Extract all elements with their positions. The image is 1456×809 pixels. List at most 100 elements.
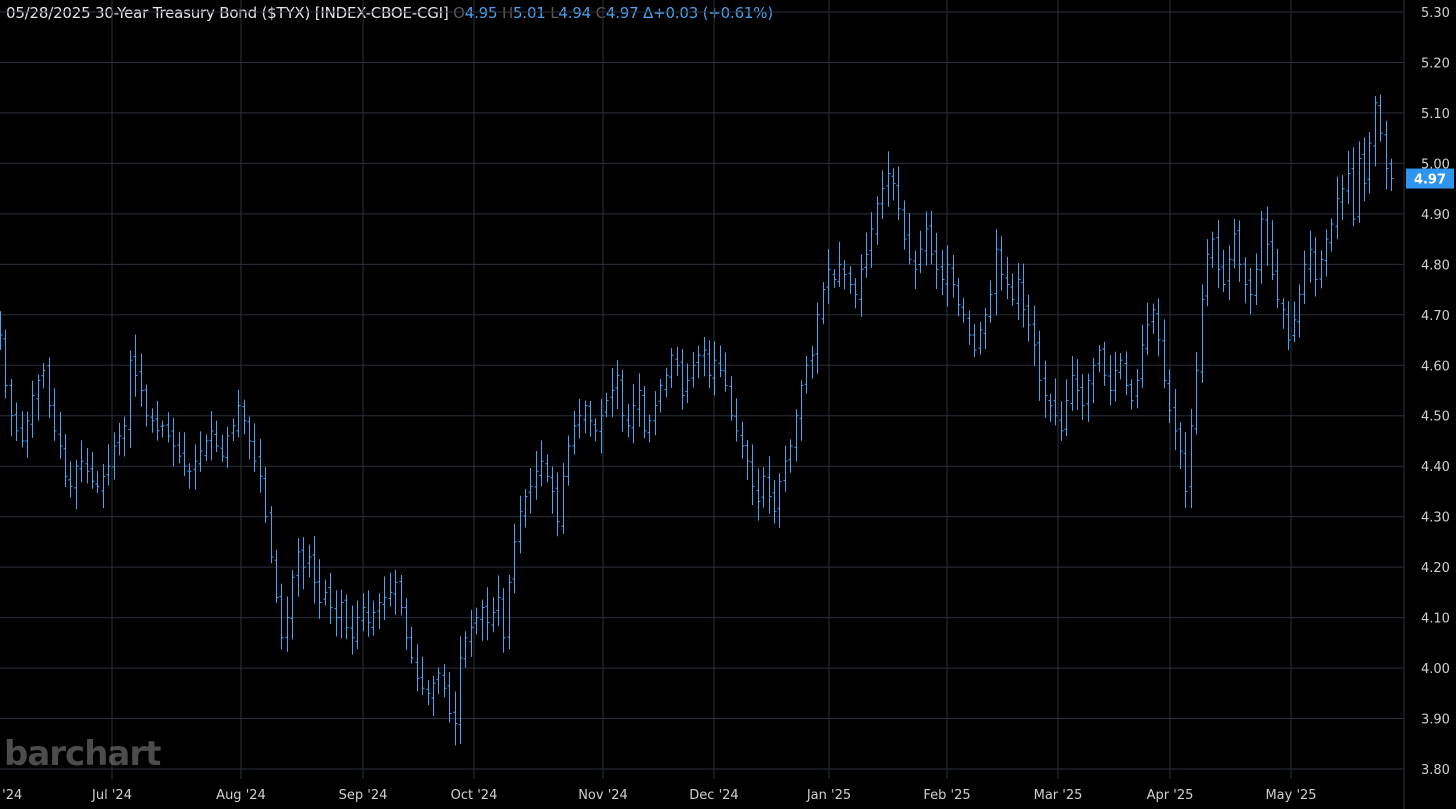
- ohlc-bar: [940, 249, 945, 296]
- ohlc-bar: [691, 352, 696, 388]
- ohlc-bar: [1064, 379, 1069, 436]
- ohlc-bar: [139, 353, 144, 407]
- ohlc-bar: [1026, 294, 1031, 342]
- ohlc-bar: [177, 431, 182, 464]
- ohlc-bar: [1151, 303, 1156, 335]
- ohlc-bar: [842, 260, 847, 290]
- ohlc-bar: [1005, 256, 1010, 299]
- ohlc-bar: [25, 411, 30, 458]
- open-label: O: [453, 4, 465, 22]
- ohlc-bar: [1243, 257, 1248, 304]
- ohlc-bar: [187, 463, 192, 489]
- ohlc-bar: [323, 579, 328, 606]
- ohlc-bar: [3, 329, 8, 399]
- ohlc-bar: [274, 549, 279, 603]
- ohlc-bar: [1178, 422, 1183, 470]
- ohlc-bar: [750, 444, 755, 505]
- barchart-watermark: barchart: [4, 734, 161, 774]
- ohlc-bar: [859, 254, 864, 317]
- ohlc-bar: [225, 426, 230, 468]
- y-tick-label: 4.60: [1421, 359, 1450, 374]
- ohlc-bar: [1221, 249, 1226, 292]
- change-value: Δ+0.03 (+0.61%): [643, 4, 773, 22]
- ohlc-bar: [929, 210, 934, 265]
- y-tick-label: 5.30: [1421, 6, 1450, 21]
- ohlc-bar: [1097, 345, 1102, 373]
- ohlc-bar: [1384, 120, 1389, 190]
- ohlc-bar: [182, 432, 187, 476]
- ohlc-bar: [160, 420, 165, 438]
- ohlc-bar: [1324, 229, 1329, 277]
- ohlc-bar: [350, 605, 355, 655]
- ohlc-bar: [317, 559, 322, 619]
- ohlc-bar: [523, 488, 528, 528]
- ohlc-bar: [1254, 253, 1259, 305]
- ohlc-bar: [496, 575, 501, 627]
- ohlc-bar: [902, 200, 907, 250]
- ohlc-bar: [1145, 302, 1150, 356]
- ohlc-bar: [1200, 284, 1205, 383]
- ohlc-bar: [436, 667, 441, 695]
- ohlc-bar: [133, 334, 138, 397]
- ohlc-bar: [886, 151, 891, 207]
- ohlc-bar: [106, 444, 111, 486]
- ohlc-bar: [290, 570, 295, 640]
- y-tick-label: 4.90: [1421, 208, 1450, 223]
- ohlc-bar: [593, 418, 598, 442]
- ohlc-bar: [1270, 220, 1275, 281]
- ohlc-bar: [610, 367, 615, 418]
- ohlc-bar: [1346, 150, 1351, 205]
- ohlc-bar: [52, 388, 57, 441]
- ohlc-bar: [647, 414, 652, 443]
- ohlc-bar: [745, 440, 750, 481]
- ohlc-bar: [534, 450, 539, 500]
- ohlc-bar: [1075, 359, 1080, 410]
- ohlc-bar: [934, 232, 939, 290]
- y-tick-label: 3.90: [1421, 713, 1450, 728]
- ohlc-bar: [767, 456, 772, 514]
- ohlc-bar: [712, 341, 717, 396]
- ohlc-bar: [1118, 352, 1123, 380]
- ohlc-bar: [1189, 408, 1194, 509]
- ohlc-bar: [1162, 319, 1167, 389]
- ohlc-bar: [1129, 379, 1134, 410]
- ohlc-bar: [1313, 237, 1318, 297]
- x-tick-label: Oct '24: [451, 788, 498, 803]
- ohlc-bar: [972, 324, 977, 358]
- ohlc-bar: [231, 418, 236, 441]
- ohlc-bar: [1156, 298, 1161, 357]
- ohlc-bar: [734, 398, 739, 442]
- x-tick-label: Apr '25: [1147, 788, 1194, 803]
- ohlc-bar: [583, 400, 588, 434]
- ohlc-bar: [1351, 147, 1356, 227]
- ohlc-bar: [550, 466, 555, 514]
- ohlc-bar: [36, 374, 41, 421]
- ohlc-bar: [204, 434, 209, 462]
- ohlc-bar: [696, 345, 701, 379]
- ohlc-bar: [117, 422, 122, 456]
- ohlc-bar: [393, 569, 398, 615]
- ohlc-bar: [1319, 250, 1324, 289]
- ohlc-bar: [171, 417, 176, 467]
- ohlc-bar: [1297, 284, 1302, 338]
- ohlc-bar: [794, 409, 799, 462]
- ohlc-bar: [101, 463, 106, 509]
- ohlc-bar: [945, 245, 950, 307]
- ohlc-bar: [1237, 220, 1242, 282]
- x-tick-label: Jan '25: [806, 788, 851, 803]
- ohlc-bar: [1037, 330, 1042, 401]
- close-label: C: [595, 4, 606, 22]
- ohlc-bar: [891, 168, 896, 201]
- ohlc-bar: [983, 308, 988, 349]
- x-tick-label: Nov '24: [578, 788, 628, 803]
- y-tick-label: 4.80: [1421, 258, 1450, 273]
- ohlc-bar: [1281, 298, 1286, 329]
- ohlc-bar: [301, 537, 306, 590]
- ohlc-bar: [669, 348, 674, 388]
- ohlc-bar: [664, 367, 669, 398]
- ohlc-bar: [1021, 263, 1026, 328]
- y-tick-label: 4.20: [1421, 561, 1450, 576]
- chart-header: 05/28/2025 30-Year Treasury Bond ($TYX) …: [6, 4, 773, 22]
- ohlc-bar: [1265, 206, 1270, 266]
